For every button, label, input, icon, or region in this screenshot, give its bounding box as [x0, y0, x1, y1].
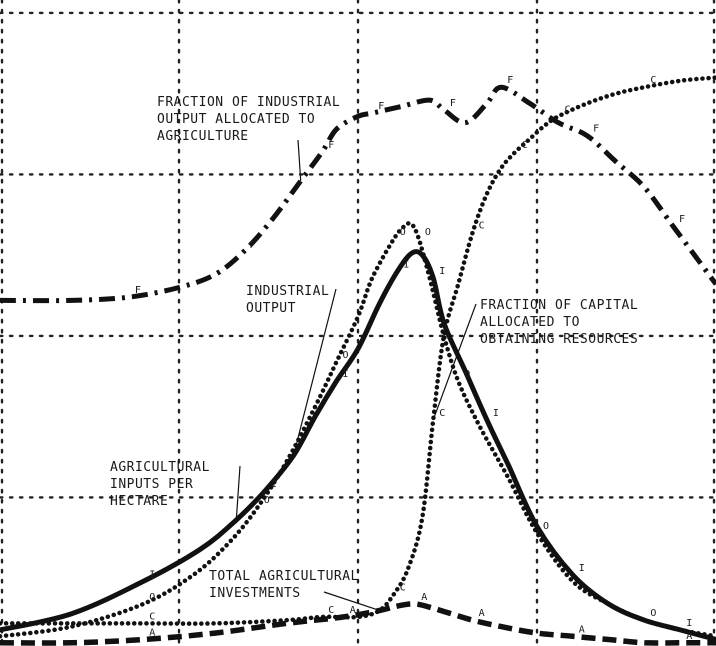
curve-marker-fraction-of-industrial-output-allocated-to-agriculture: F	[249, 240, 255, 251]
curve-marker-total-agricultural-investments: A	[686, 631, 692, 642]
annotation-leader-line	[235, 465, 241, 521]
curve-marker-industrial-output: O	[149, 592, 155, 603]
series-line-fraction-of-industrial-output-allocated-to-agriculture	[0, 84, 716, 304]
annotation-line: OUTPUT	[246, 301, 296, 316]
annotation-line: ALLOCATED TO	[480, 315, 580, 330]
annotation-line: AGRICULTURE	[157, 129, 249, 144]
annotation-fraction-industrial-output: FRACTION OF INDUSTRIAL OUTPUT ALLOCATED …	[157, 95, 349, 144]
curve-marker-agricultural-inputs-per-hectare: I	[343, 369, 349, 380]
annotation-line: INDUSTRIAL	[246, 284, 329, 299]
annotation-fraction-capital-resources: FRACTION OF CAPITAL ALLOCATED TO OBTAINI…	[480, 298, 647, 347]
annotation-line: INPUTS PER	[110, 477, 193, 492]
annotation-leader-line	[297, 139, 302, 181]
label-layer: FRACTION OF INDUSTRIAL OUTPUT ALLOCATED …	[110, 95, 647, 601]
curve-marker-total-agricultural-investments: A	[149, 628, 155, 639]
curve-marker-total-agricultural-investments: A	[350, 605, 356, 616]
series-line-agricultural-inputs-per-hectare	[0, 249, 716, 642]
curve-marker-fraction-of-industrial-output-allocated-to-agriculture: F	[450, 98, 456, 109]
curve-marker-fraction-of-industrial-output-allocated-to-agriculture: F	[679, 214, 685, 225]
annotation-total-agricultural-investments: TOTAL AGRICULTURAL INVESTMENTS	[209, 569, 367, 601]
annotation-line: FRACTION OF CAPITAL	[480, 298, 638, 313]
curve-marker-industrial-output: O	[343, 350, 349, 361]
annotation-leader-line	[323, 591, 380, 612]
annotation-line: OBTAINING RESOURCES	[480, 332, 638, 347]
curve-marker-fraction-of-industrial-output-allocated-to-agriculture: F	[135, 285, 141, 296]
curve-marker-total-agricultural-investments: A	[479, 608, 485, 619]
annotation-line: INVESTMENTS	[209, 586, 301, 601]
annotation-industrial-output: INDUSTRIAL OUTPUT	[246, 284, 338, 316]
curve-marker-agricultural-inputs-per-hectare: I	[403, 259, 409, 270]
curve-marker-agricultural-inputs-per-hectare: I	[149, 569, 155, 580]
curve-marker-fraction-of-capital-allocated-to-obtaining-resources: C	[479, 221, 485, 232]
curve-marker-industrial-output: O	[400, 227, 406, 238]
series-line-total-agricultural-investments	[0, 601, 716, 646]
curve-marker-fraction-of-capital-allocated-to-obtaining-resources: C	[439, 408, 445, 419]
series-line-fraction-of-capital-allocated-to-obtaining-resources	[0, 75, 716, 626]
series-line-industrial-output	[0, 220, 716, 639]
series-layer	[0, 75, 716, 646]
curve-marker-fraction-of-capital-allocated-to-obtaining-resources: C	[328, 605, 334, 616]
curve-marker-fraction-of-industrial-output-allocated-to-agriculture: F	[328, 140, 334, 151]
curve-marker-total-agricultural-investments: A	[579, 624, 585, 635]
curve-marker-agricultural-inputs-per-hectare: I	[271, 479, 277, 490]
annotation-line: AGRICULTURAL	[110, 460, 210, 475]
curve-marker-agricultural-inputs-per-hectare: I	[686, 618, 692, 629]
curve-marker-fraction-of-industrial-output-allocated-to-agriculture: F	[593, 124, 599, 135]
curve-marker-fraction-of-industrial-output-allocated-to-agriculture: F	[378, 101, 384, 112]
curve-marker-industrial-output: O	[464, 369, 470, 380]
annotation-agricultural-inputs: AGRICULTURAL INPUTS PER HECTARE	[110, 460, 218, 509]
curve-marker-fraction-of-capital-allocated-to-obtaining-resources: C	[522, 140, 528, 151]
curve-marker-fraction-of-capital-allocated-to-obtaining-resources: C	[149, 611, 155, 622]
curve-marker-industrial-output: O	[650, 608, 656, 619]
curve-marker-fraction-of-capital-allocated-to-obtaining-resources: C	[400, 582, 406, 593]
curve-marker-agricultural-inputs-per-hectare: I	[579, 563, 585, 574]
annotation-line: HECTARE	[110, 494, 168, 509]
curve-marker-fraction-of-industrial-output-allocated-to-agriculture: F	[507, 75, 513, 86]
leader-layer	[235, 139, 477, 612]
curve-marker-industrial-output: O	[543, 521, 549, 532]
curve-marker-agricultural-inputs-per-hectare: I	[493, 408, 499, 419]
curve-marker-industrial-output: O	[425, 227, 431, 238]
annotation-leader-line	[292, 288, 337, 456]
annotation-line: FRACTION OF INDUSTRIAL	[157, 95, 340, 110]
curve-marker-fraction-of-capital-allocated-to-obtaining-resources: C	[650, 75, 656, 86]
annotation-line: TOTAL AGRICULTURAL	[209, 569, 359, 584]
curve-marker-total-agricultural-investments: A	[421, 592, 427, 603]
curve-marker-agricultural-inputs-per-hectare: I	[439, 266, 445, 277]
annotation-leader-line	[432, 303, 477, 421]
curve-marker-industrial-output: O	[264, 495, 270, 506]
annotation-line: OUTPUT ALLOCATED TO	[157, 112, 315, 127]
curve-marker-fraction-of-capital-allocated-to-obtaining-resources: C	[565, 104, 571, 115]
